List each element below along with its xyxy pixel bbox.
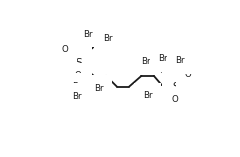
Text: O: O — [172, 95, 179, 104]
Text: Br: Br — [158, 54, 168, 63]
Text: S: S — [172, 82, 179, 92]
Text: O: O — [184, 70, 191, 79]
Text: Br: Br — [163, 94, 173, 103]
Text: Br: Br — [175, 56, 185, 65]
Text: Br: Br — [83, 30, 92, 39]
Text: Br: Br — [143, 91, 152, 100]
Text: O: O — [75, 71, 82, 80]
Text: Br: Br — [103, 34, 113, 43]
Text: Br: Br — [141, 57, 151, 66]
Text: S: S — [75, 58, 82, 68]
Text: Br: Br — [94, 84, 103, 93]
Text: Br: Br — [72, 92, 81, 101]
Text: Br: Br — [72, 82, 81, 91]
Text: O: O — [62, 45, 69, 54]
